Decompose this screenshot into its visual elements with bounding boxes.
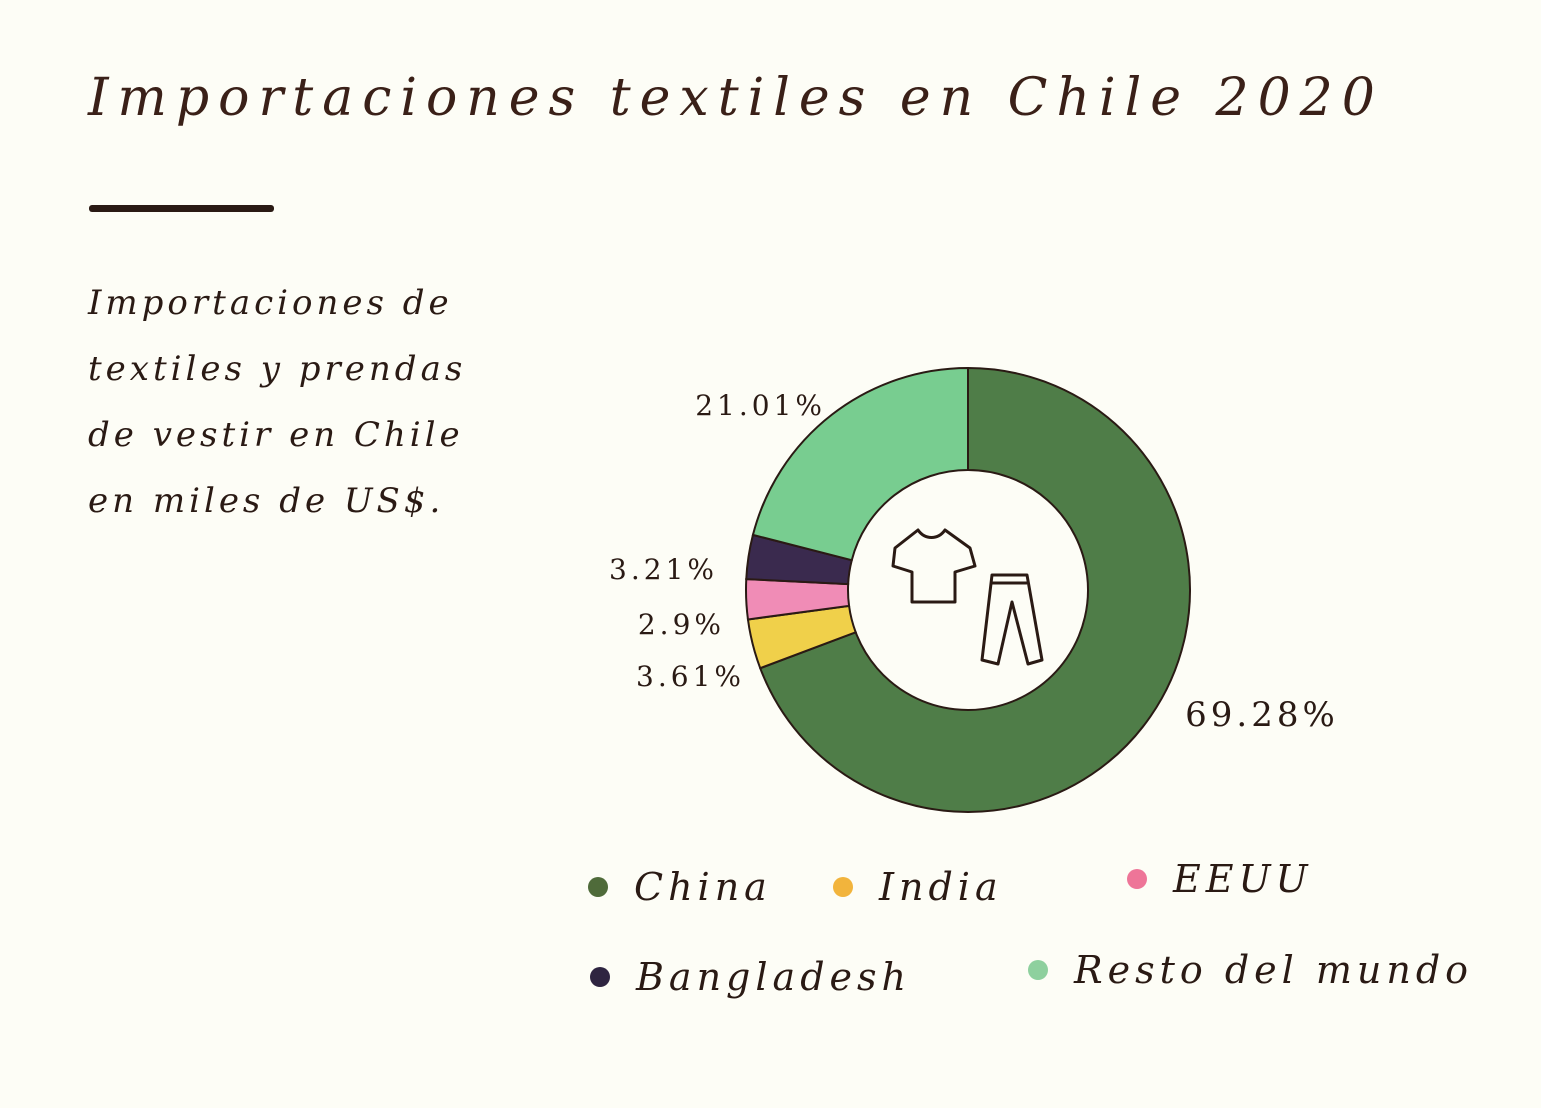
- title-underline: [89, 205, 274, 212]
- slice-label-eeuu: 2.9%: [638, 608, 725, 641]
- slice-label-bangladesh: 3.21%: [609, 553, 718, 586]
- slice-label-china: 69.28%: [1185, 695, 1339, 735]
- slice-label-india: 3.61%: [636, 660, 745, 693]
- pants-icon: [980, 573, 1044, 666]
- slice-label-resto-del-mundo: 21.01%: [695, 389, 826, 422]
- page-title: Importaciones textiles en Chile 2020: [88, 68, 1384, 128]
- t-shirt-icon: [891, 528, 977, 604]
- chart-subtitle: Importaciones de textiles y prendas de v…: [88, 283, 467, 521]
- slice-china: [758, 366, 1191, 813]
- slice-resto-del-mundo: [751, 366, 969, 562]
